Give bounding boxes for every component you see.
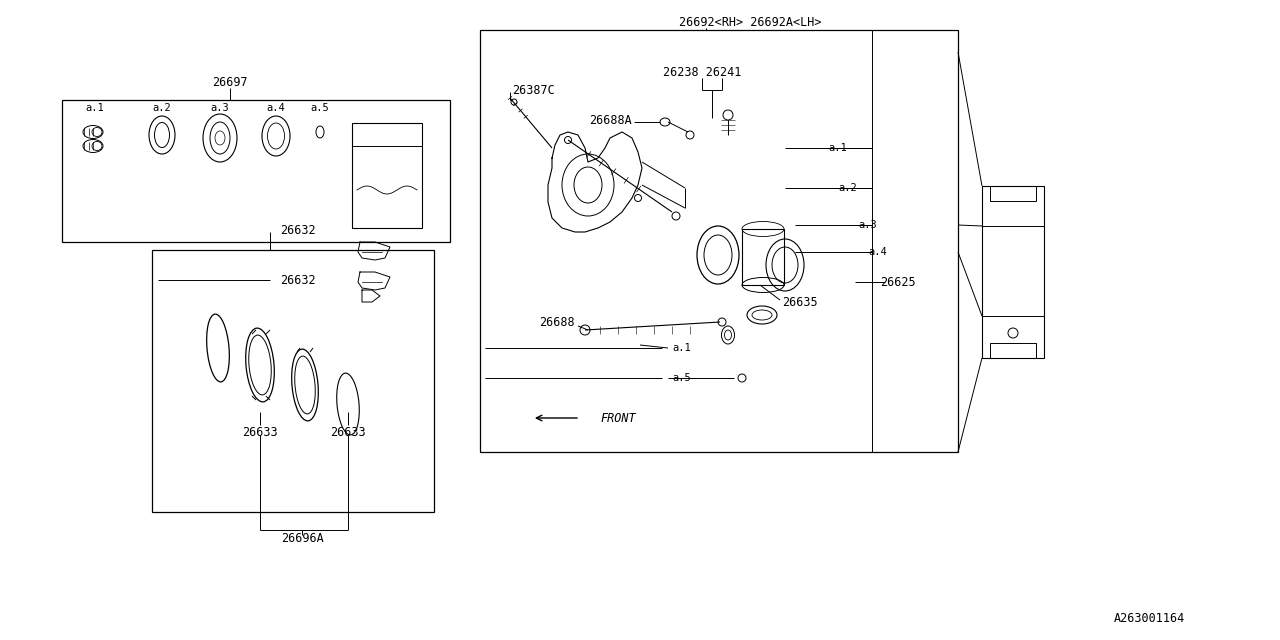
Text: 26688: 26688	[539, 316, 575, 328]
Text: 26633: 26633	[330, 426, 366, 438]
Bar	[989, 343, 1036, 358]
Text: a.1: a.1	[828, 143, 847, 153]
Text: a.2: a.2	[152, 103, 172, 113]
Text: 26692<RH> 26692A<LH>: 26692<RH> 26692A<LH>	[678, 15, 822, 29]
Text: FRONT: FRONT	[600, 412, 636, 424]
Text: a.3: a.3	[859, 220, 877, 230]
Text: a.5: a.5	[672, 373, 691, 383]
Text: a.2: a.2	[838, 183, 858, 193]
Bar	[982, 186, 1044, 358]
Text: a.5: a.5	[311, 103, 329, 113]
Text: 26632: 26632	[280, 223, 316, 237]
Bar	[989, 186, 1036, 201]
Text: 26697: 26697	[212, 76, 248, 88]
Text: 26238 26241: 26238 26241	[663, 65, 741, 79]
Text: 26633: 26633	[242, 426, 278, 438]
Text: A263001164: A263001164	[1114, 611, 1185, 625]
Text: a.4: a.4	[266, 103, 285, 113]
Text: a.1: a.1	[672, 343, 691, 353]
Bar	[480, 30, 957, 452]
Text: a.3: a.3	[211, 103, 229, 113]
Text: 26387C: 26387C	[512, 83, 554, 97]
Bar	[61, 100, 451, 242]
Text: a.1: a.1	[86, 103, 105, 113]
Text: 26696A: 26696A	[280, 531, 324, 545]
Bar	[152, 250, 434, 512]
Bar	[742, 229, 783, 285]
Text: 26635: 26635	[782, 296, 818, 308]
Text: 26632: 26632	[280, 273, 316, 287]
Text: a.4: a.4	[869, 247, 887, 257]
Text: 26688A: 26688A	[589, 113, 632, 127]
Bar	[352, 123, 422, 228]
Text: 26625: 26625	[881, 275, 915, 289]
